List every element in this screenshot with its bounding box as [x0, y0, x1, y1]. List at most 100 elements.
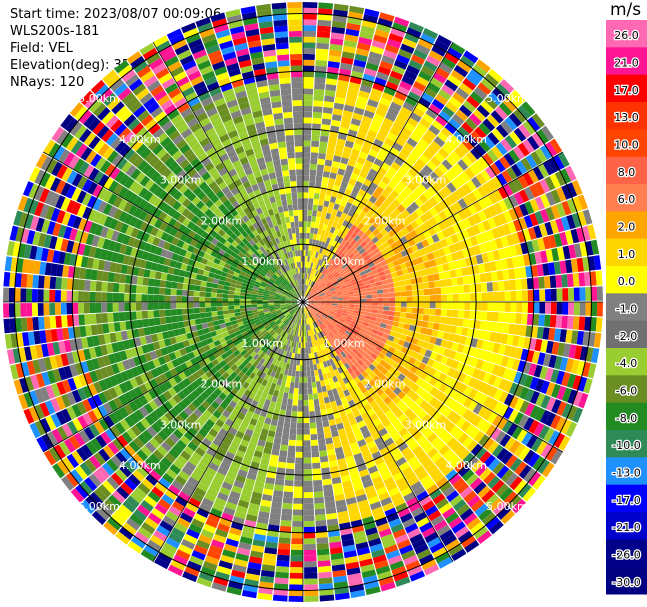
ray-gate-cell [462, 206, 473, 218]
ray-gate-cell [126, 428, 138, 440]
ray-gate-cell [356, 381, 365, 389]
ray-gate-cell [50, 207, 61, 222]
ray-gate-cell [306, 292, 310, 298]
ray-gate-cell [393, 571, 409, 582]
ray-gate-cell [237, 469, 248, 478]
ray-gate-cell [584, 316, 592, 331]
ray-gate-cell [429, 308, 436, 316]
ray-gate-cell [479, 273, 487, 283]
ray-gate-cell [390, 161, 401, 171]
ray-gate-cell [392, 142, 403, 152]
ray-gate-cell [266, 393, 273, 401]
ray-gate-cell [350, 239, 357, 247]
ray-gate-cell [341, 263, 348, 270]
ray-gate-cell [354, 345, 362, 352]
ray-gate-cell [342, 480, 353, 489]
ray-gate-cell [251, 491, 263, 500]
ray-gate-cell [274, 303, 281, 306]
ray-gate-cell [337, 366, 344, 374]
ray-gate-cell [371, 294, 378, 299]
ray-gate-cell [102, 323, 110, 334]
ray-gate-cell [80, 256, 89, 268]
ray-gate-cell [227, 329, 235, 335]
ray-gate-cell [508, 382, 519, 395]
ray-gate-cell [184, 250, 193, 259]
ray-gate-cell [233, 339, 241, 346]
ray-gate-cell [170, 559, 186, 571]
ray-gate-cell [308, 300, 315, 302]
ray-gate-cell [480, 77, 496, 92]
ray-gate-cell [280, 298, 286, 301]
ray-gate-cell [213, 533, 227, 544]
ray-gate-cell [191, 518, 205, 529]
ray-gate-cell [230, 521, 244, 531]
ray-gate-cell [391, 175, 401, 186]
ray-gate-cell [326, 353, 332, 360]
ray-gate-cell [560, 168, 572, 184]
ray-gate-cell [21, 258, 30, 274]
ray-gate-cell [548, 234, 557, 249]
ray-gate-cell [313, 321, 318, 328]
ray-gate-cell [215, 419, 225, 428]
ray-gate-cell [473, 86, 488, 100]
ray-gate-cell [248, 318, 255, 323]
ray-gate-cell [220, 352, 229, 360]
ray-gate-cell [253, 338, 261, 345]
ray-gate-cell [303, 48, 316, 55]
ray-gate-cell [489, 497, 503, 512]
ray-gate-cell [355, 276, 363, 282]
ray-gate-cell [365, 308, 372, 313]
ray-gate-cell [303, 7, 318, 14]
ray-gate-cell [6, 349, 16, 365]
ray-gate-cell [452, 302, 459, 310]
ray-gate-cell [337, 353, 344, 360]
ray-gate-cell [479, 320, 487, 331]
ray-gate-cell [78, 302, 85, 314]
ray-gate-cell [274, 302, 280, 304]
ray-gate-cell [280, 444, 288, 452]
ray-gate-cell [414, 143, 426, 154]
ray-gate-cell [347, 367, 354, 375]
ray-gate-cell [307, 293, 312, 299]
ray-gate-cell [325, 384, 332, 392]
ray-gate-cell [440, 355, 449, 365]
ray-gate-cell [368, 319, 376, 325]
ray-gate-cell [340, 396, 348, 405]
ray-gate-cell [502, 367, 512, 380]
ray-gate-cell [276, 290, 282, 294]
ray-gate-cell [287, 445, 296, 452]
ray-gate-cell [329, 424, 338, 432]
ray-gate-cell [308, 399, 314, 406]
ray-gate-cell [84, 477, 98, 492]
ray-gate-cell [174, 522, 188, 534]
ray-gate-cell [457, 405, 468, 417]
ray-gate-cell [326, 443, 335, 451]
ray-gate-cell [130, 491, 144, 504]
ray-gate-cell [304, 319, 307, 325]
ray-gate-cell [495, 237, 504, 249]
ray-gate-cell [335, 197, 342, 205]
ray-gate-cell [321, 118, 332, 126]
ray-gate-cell [157, 356, 166, 366]
ray-gate-cell [205, 518, 219, 529]
ray-gate-cell [196, 368, 205, 377]
ray-gate-cell [483, 454, 496, 468]
ray-gate-cell [329, 131, 339, 139]
ray-gate-cell [358, 90, 370, 99]
ray-gate-cell [242, 434, 252, 443]
ray-gate-cell [44, 329, 53, 343]
ray-gate-cell [307, 294, 313, 299]
ray-gate-cell [274, 304, 281, 307]
ray-gate-cell [508, 149, 521, 163]
ray-gate-cell [202, 560, 218, 571]
ray-gate-cell [534, 407, 546, 422]
ray-gate-cell [513, 127, 527, 142]
ray-gate-cell [420, 65, 435, 77]
ray-gate-cell [152, 358, 161, 368]
ray-gate-cell [222, 293, 229, 299]
ray-gate-cell [351, 423, 360, 432]
ray-gate-cell [253, 374, 260, 382]
ray-gate-cell [477, 198, 488, 210]
ray-gate-cell [289, 434, 297, 441]
ray-gate-cell [84, 314, 91, 325]
